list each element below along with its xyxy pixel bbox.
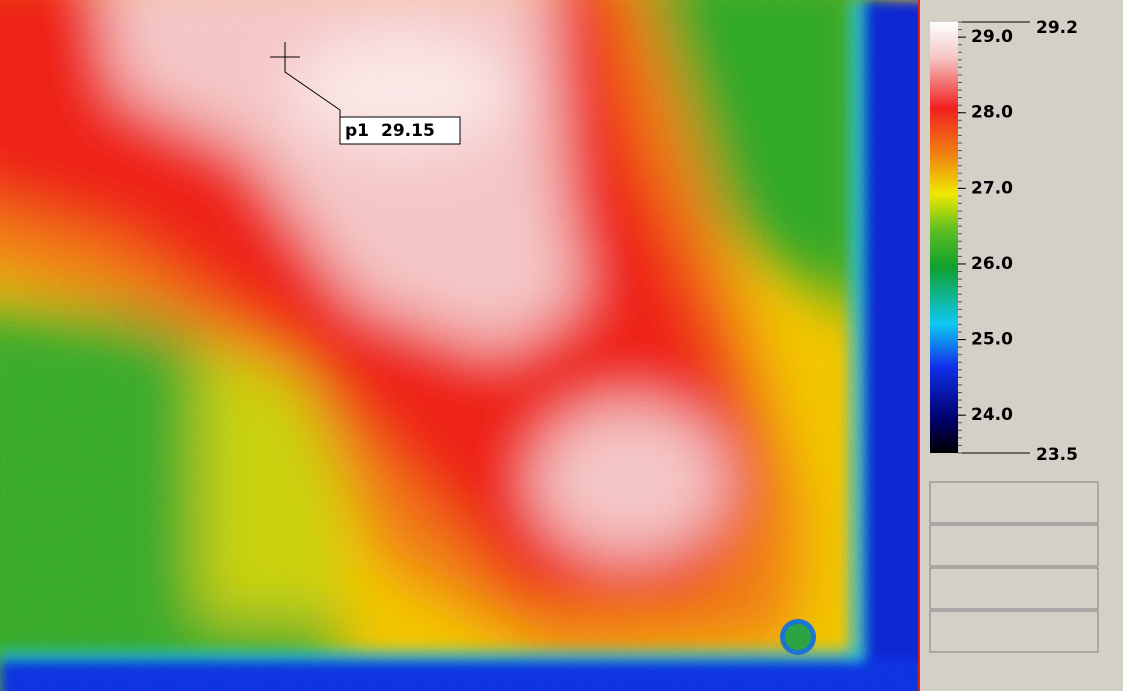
thermal-image	[0, 0, 942, 691]
color-scale: 29.2 23.5 29.0 28.0 27.0 26.0 25.0 24.0	[930, 18, 1078, 465]
max-label: 29.2	[1036, 18, 1078, 38]
divider	[918, 0, 920, 691]
thermal-viewer: p1 29.15 29.2 23.5 29.0 28.0 27.0 26.0 25.0 24.0	[0, 0, 1123, 691]
tick-label: 24.0	[971, 405, 1013, 425]
min-label: 23.5	[1036, 445, 1078, 465]
page: {"scale": {"max": 29.2, "min": 23.5, "ti…	[0, 0, 1123, 691]
readout-box	[930, 568, 1098, 609]
tick-label: 28.0	[971, 103, 1013, 123]
marker-label: p1 29.15	[345, 121, 435, 141]
scale-bar	[930, 22, 958, 453]
marker-name: p1	[345, 121, 369, 141]
readout-box	[930, 525, 1098, 566]
readout-box	[930, 482, 1098, 523]
tick-label: 29.0	[971, 27, 1013, 47]
tick-label: 27.0	[971, 178, 1013, 198]
tick-label: 26.0	[971, 254, 1013, 274]
readout-box	[930, 611, 1098, 652]
readout-boxes	[930, 482, 1098, 652]
marker-value: 29.15	[381, 121, 435, 141]
tick-label: 25.0	[971, 330, 1013, 350]
